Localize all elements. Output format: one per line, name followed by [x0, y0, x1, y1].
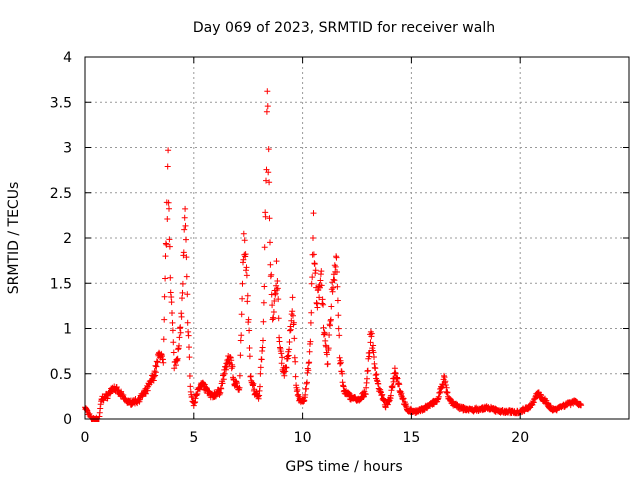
y-tick-label: 2: [63, 231, 72, 247]
x-tick-label: 10: [294, 430, 312, 446]
y-tick-label: 3: [63, 141, 72, 157]
y-tick-label: 1: [63, 322, 72, 338]
x-tick-label: 5: [189, 430, 198, 446]
y-tick-label: 4: [63, 50, 72, 66]
axis-ticks: [84, 56, 629, 420]
y-tick-label: 0: [63, 412, 72, 428]
data-points: [82, 88, 585, 422]
y-tick-label: 2.5: [50, 186, 72, 202]
y-tick-label: 3.5: [50, 95, 72, 111]
chart-title: Day 069 of 2023, SRMTID for receiver wal…: [193, 20, 495, 36]
x-tick-label: 0: [81, 430, 90, 446]
x-axis-label: GPS time / hours: [285, 459, 402, 475]
grid-lines: [85, 57, 629, 419]
series-srmtid-points: [82, 88, 585, 422]
y-tick-label: 0.5: [50, 367, 72, 383]
y-axis-label: SRMTID / TECUs: [6, 182, 22, 295]
axis-tick-labels: 0 5 10 15 20 0 0.5 1 1.5 2 2.5 3 3.5 4: [50, 50, 529, 446]
x-tick-label: 15: [402, 430, 420, 446]
x-tick-label: 20: [511, 430, 529, 446]
y-tick-label: 1.5: [50, 276, 72, 292]
